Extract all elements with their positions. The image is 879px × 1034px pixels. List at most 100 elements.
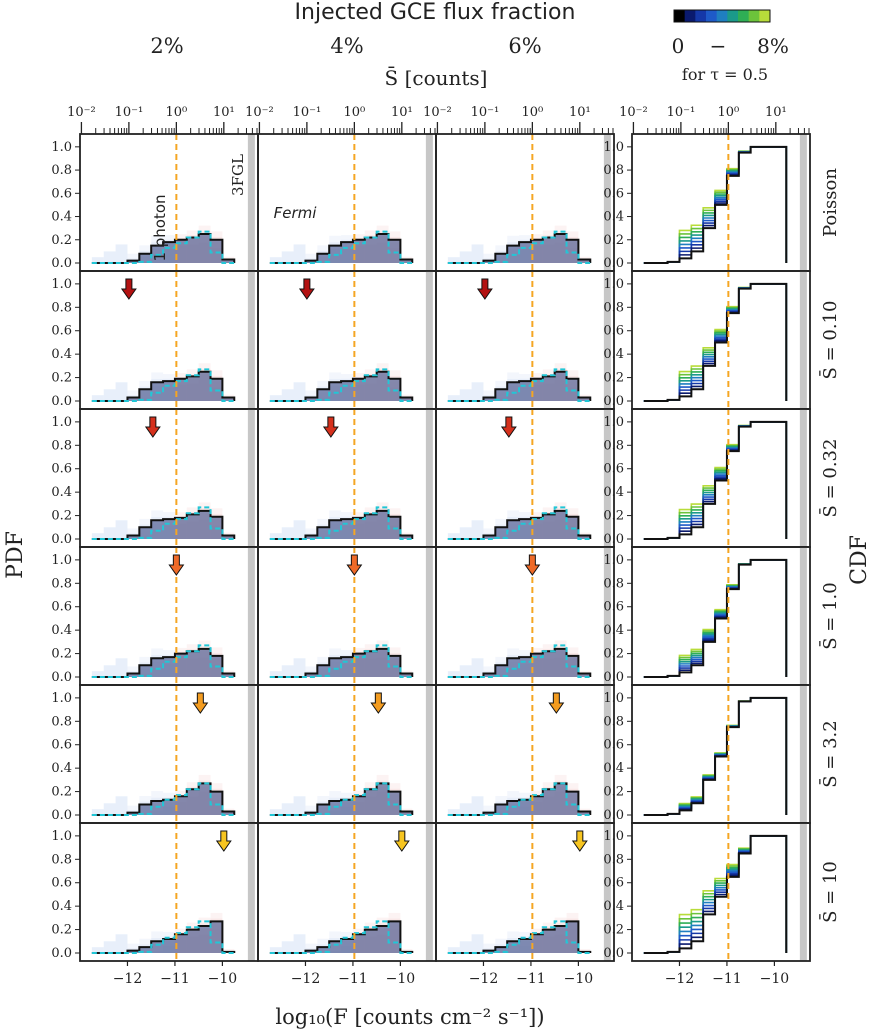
bottom-tick-label: −10	[208, 971, 238, 987]
colorbar-swatch	[706, 10, 718, 22]
panel-r4-c2	[435, 684, 615, 824]
pdf-low-box	[293, 520, 306, 539]
pdf-median-line	[269, 647, 414, 678]
top-tick-label: 10⁻¹	[115, 105, 144, 120]
y-tick-label: 0.8	[51, 714, 72, 729]
pdf-low-box	[293, 934, 306, 953]
fgl-band	[425, 134, 433, 271]
pdf-low-box	[269, 533, 282, 539]
pdf-low-box	[447, 947, 460, 953]
pdf-low-box	[91, 947, 104, 953]
pdf-spread-box	[483, 805, 496, 815]
pdf-low-box	[459, 389, 472, 401]
panel-r2-c1	[257, 408, 437, 548]
y-tick-label: 0.8	[603, 438, 624, 453]
fgl-band	[247, 685, 255, 823]
y-tick-label: 0.6	[603, 600, 624, 615]
pdf-low-box	[103, 251, 116, 263]
cdf-black-line	[643, 834, 788, 954]
fgl-band	[425, 271, 433, 409]
row-label-3: S̄ = 1.0	[818, 582, 841, 649]
y-tick-label: 0.0	[603, 394, 624, 409]
pdf-median-line	[447, 647, 592, 678]
y-tick-label: 0.4	[51, 623, 72, 638]
one-photon-annotation: 1 photon	[151, 194, 169, 261]
y-tick-label: 0.8	[603, 576, 624, 591]
y-tick-label: 0.6	[51, 738, 72, 753]
fgl-band	[603, 547, 611, 685]
top-tick-label: 10⁻¹	[293, 105, 322, 120]
y-tick-label: 1.0	[51, 415, 72, 430]
panel-r3-c2	[435, 546, 615, 686]
fgl-band	[799, 547, 807, 685]
pdf-low-box	[269, 395, 282, 401]
y-tick-label: 0.8	[603, 300, 624, 315]
colorbar-note: for τ = 0.5	[682, 65, 768, 84]
y-tick-label: 0.2	[603, 509, 624, 524]
y-tick-label: 0.4	[603, 485, 624, 500]
bottom-tick-label: −10	[386, 971, 416, 987]
pdf-spread-box	[139, 938, 152, 953]
y-tick-label: 0.8	[603, 852, 624, 867]
colorbar-swatch	[684, 10, 696, 22]
pdf-low-box	[115, 658, 128, 677]
pdf-median-line	[447, 232, 592, 264]
sbar-arrow	[571, 830, 588, 852]
cdf-black-line	[643, 145, 788, 264]
panel-r0-c3: 0.0 0.2 0.4 0.6 0.8 1.0	[603, 133, 811, 272]
pdf-spread-box	[483, 253, 496, 263]
fgl-band	[247, 409, 255, 547]
pdf-spread-box	[127, 943, 140, 953]
fgl-band	[247, 823, 255, 961]
fgl-band	[799, 685, 807, 823]
y-tick-label: 1.0	[603, 691, 624, 706]
pdf-low-box	[269, 671, 282, 677]
panel-r5-c3: 0.0 0.2 0.4 0.6 0.8 1.0	[603, 822, 811, 962]
pdf-low-box	[281, 389, 294, 401]
cdf-line-1	[643, 835, 788, 954]
pdf-median-fill	[91, 783, 235, 815]
y-tick-label: 0.0	[51, 532, 72, 547]
left-axis-label: PDF	[3, 531, 28, 579]
sbar-arrow	[215, 830, 232, 852]
fermi-pdf-line	[269, 920, 413, 954]
fgl-band	[799, 409, 807, 547]
y-tick-label: 0.2	[603, 923, 624, 938]
pdf-median-line	[91, 370, 236, 402]
pdf-low-box	[471, 658, 484, 677]
pdf-spread-box	[127, 390, 140, 401]
pdf-low-box	[447, 395, 460, 401]
fermi-pdf-line	[91, 230, 235, 264]
fermi-pdf-line	[269, 506, 413, 540]
pdf-median-line	[269, 370, 414, 402]
bottom-tick-label: −11	[338, 971, 368, 987]
y-tick-label: 0.8	[603, 714, 624, 729]
fgl-band	[603, 134, 611, 271]
pdf-low-box	[459, 803, 472, 815]
pdf-low-box	[115, 934, 128, 953]
pdf-spread-box	[495, 938, 508, 953]
fermi-pdf-line	[447, 368, 591, 402]
colorbar-swatch	[674, 10, 686, 22]
pdf-low-box	[293, 244, 306, 263]
bottom-axis-label: log₁₀(F [counts cm⁻² s⁻¹])	[275, 1005, 544, 1029]
fgl-band	[425, 409, 433, 547]
y-tick-label: 0.6	[51, 462, 72, 477]
sbar-arrow	[548, 692, 565, 714]
top-tick-label: 10⁰	[521, 105, 543, 120]
y-tick-label: 0.0	[603, 946, 624, 961]
y-tick-label: 0.8	[51, 300, 72, 315]
y-tick-label: 0.4	[51, 761, 72, 776]
y-tick-label: 0.4	[603, 761, 624, 776]
pdf-low-box	[103, 389, 116, 401]
colorbar-swatch	[738, 10, 750, 22]
pdf-low-box	[471, 382, 484, 401]
pdf-median-fill	[91, 921, 235, 953]
y-tick-label: 0.6	[603, 462, 624, 477]
pdf-median-fill	[447, 783, 591, 815]
row-label-4: S̄ = 3.2	[818, 720, 841, 787]
fgl-band	[799, 823, 807, 961]
y-tick-label: 1.0	[51, 691, 72, 706]
fgl-band	[603, 823, 611, 961]
y-tick-label: 0.0	[51, 256, 72, 271]
